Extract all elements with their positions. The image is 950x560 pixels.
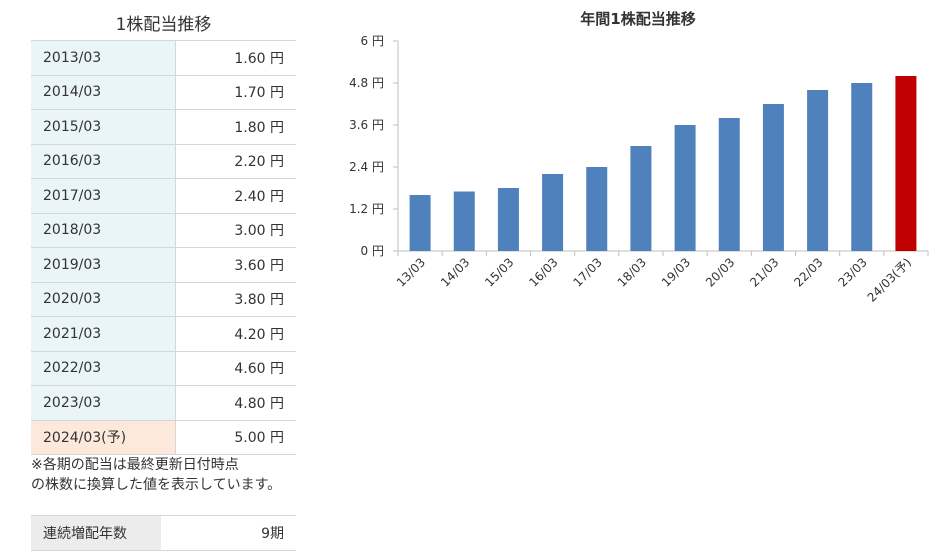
streak-table: 連続増配年数 9期 — [31, 515, 296, 551]
y-tick-label: 2.4 円 — [349, 160, 384, 174]
bar — [630, 146, 652, 251]
dividend-cell: 4.20 円 — [175, 316, 296, 352]
bar — [453, 191, 475, 251]
dividend-cell: 2.40 円 — [175, 178, 296, 214]
x-tick-label: 13/03 — [394, 255, 428, 289]
table-title: 1株配当推移 — [115, 15, 212, 35]
dividend-cell: 3.00 円 — [175, 212, 296, 248]
period-cell: 2021/03 — [31, 316, 176, 352]
bar — [586, 167, 608, 251]
period-cell: 2019/03 — [31, 247, 176, 283]
table-row: 2014/03 1.70 円 — [31, 74, 296, 110]
x-tick-label: 22/03 — [791, 255, 825, 289]
dividend-cell: 4.80 円 — [175, 385, 296, 421]
table-row: 2017/03 2.40 円 — [31, 178, 296, 214]
period-cell: 2018/03 — [31, 212, 176, 248]
bar — [807, 90, 829, 251]
table-row-forecast: 2024/03(予) 5.00 円 — [31, 419, 296, 455]
dividend-cell: 1.70 円 — [175, 74, 296, 110]
period-cell: 2023/03 — [31, 385, 176, 421]
x-tick-label: 19/03 — [659, 255, 693, 289]
dividend-cell: 3.60 円 — [175, 247, 296, 283]
dividend-cell: 3.80 円 — [175, 281, 296, 317]
dividend-cell: 1.60 円 — [175, 40, 296, 76]
x-tick-label: 17/03 — [571, 255, 605, 289]
period-cell-forecast: 2024/03(予) — [31, 419, 176, 455]
dividend-cell: 5.00 円 — [175, 419, 296, 455]
bar — [409, 195, 431, 251]
bar — [542, 174, 564, 251]
y-tick-label: 4.8 円 — [349, 76, 384, 90]
chart-title: 年間1株配当推移 — [580, 10, 695, 28]
bar — [497, 188, 519, 251]
x-tick-label: 21/03 — [747, 255, 781, 289]
table-row: 2016/03 2.20 円 — [31, 143, 296, 179]
dividend-table-panel: 1株配当推移 2013/03 1.60 円 2014/03 1.70 円 2015/… — [31, 10, 296, 551]
bar — [851, 83, 873, 251]
x-tick-label: 14/03 — [438, 255, 472, 289]
y-tick-label: 6 円 — [361, 34, 384, 48]
x-tick-label: 23/03 — [836, 255, 870, 289]
x-tick-label: 24/03(予) — [865, 255, 914, 304]
bar — [674, 125, 696, 251]
y-tick-label: 0 円 — [361, 244, 384, 258]
dividend-cell: 1.80 円 — [175, 109, 296, 145]
chart-bars — [409, 76, 917, 251]
table-row: 2020/03 3.80 円 — [31, 281, 296, 317]
table-row: 2021/03 4.20 円 — [31, 316, 296, 352]
streak-label: 連続増配年数 — [31, 515, 161, 551]
dividend-table: 2013/03 1.60 円 2014/03 1.70 円 2015/03 1.80 … — [31, 40, 296, 455]
x-tick-label: 20/03 — [703, 255, 737, 289]
streak-value: 9期 — [161, 515, 296, 551]
table-note: ※各期の配当は最終更新日付時点 の株数に換算した値を表示しています。 — [31, 455, 306, 495]
period-cell: 2017/03 — [31, 178, 176, 214]
dividend-bar-chart: 年間1株配当推移 0 円 1.2 円 2.4 円 3.6 円 4.8 円 6 円 13/0… — [349, 10, 929, 305]
x-tick-labels: 13/03 14/03 15/03 16/03 17/03 18/03 19/03 20/03… — [394, 255, 914, 304]
period-cell: 2016/03 — [31, 143, 176, 179]
table-row: 2022/03 4.60 円 — [31, 350, 296, 386]
period-cell: 2020/03 — [31, 281, 176, 317]
bar — [718, 118, 740, 251]
table-row: 2018/03 3.00 円 — [31, 212, 296, 248]
x-tick-label: 15/03 — [482, 255, 516, 289]
y-tick-label: 1.2 円 — [349, 202, 384, 216]
forecast-bar — [895, 76, 917, 251]
table-row: 2015/03 1.80 円 — [31, 109, 296, 145]
table-row: 2023/03 4.80 円 — [31, 385, 296, 421]
period-cell: 2015/03 — [31, 109, 176, 145]
period-cell: 2013/03 — [31, 40, 176, 76]
x-tick-label: 18/03 — [615, 255, 649, 289]
table-row: 連続増配年数 9期 — [31, 515, 296, 551]
bar — [762, 104, 784, 251]
chart-axes: 0 円 1.2 円 2.4 円 3.6 円 4.8 円 6 円 — [349, 34, 929, 258]
note-line: ※各期の配当は最終更新日付時点 — [31, 457, 239, 473]
y-tick-label: 3.6 円 — [349, 118, 384, 132]
table-row: 2019/03 3.60 円 — [31, 247, 296, 283]
period-cell: 2014/03 — [31, 74, 176, 110]
x-tick-label: 16/03 — [526, 255, 560, 289]
dividend-cell: 2.20 円 — [175, 143, 296, 179]
table-row: 2013/03 1.60 円 — [31, 40, 296, 76]
dividend-cell: 4.60 円 — [175, 350, 296, 386]
note-line: の株数に換算した値を表示しています。 — [31, 477, 282, 493]
period-cell: 2022/03 — [31, 350, 176, 386]
